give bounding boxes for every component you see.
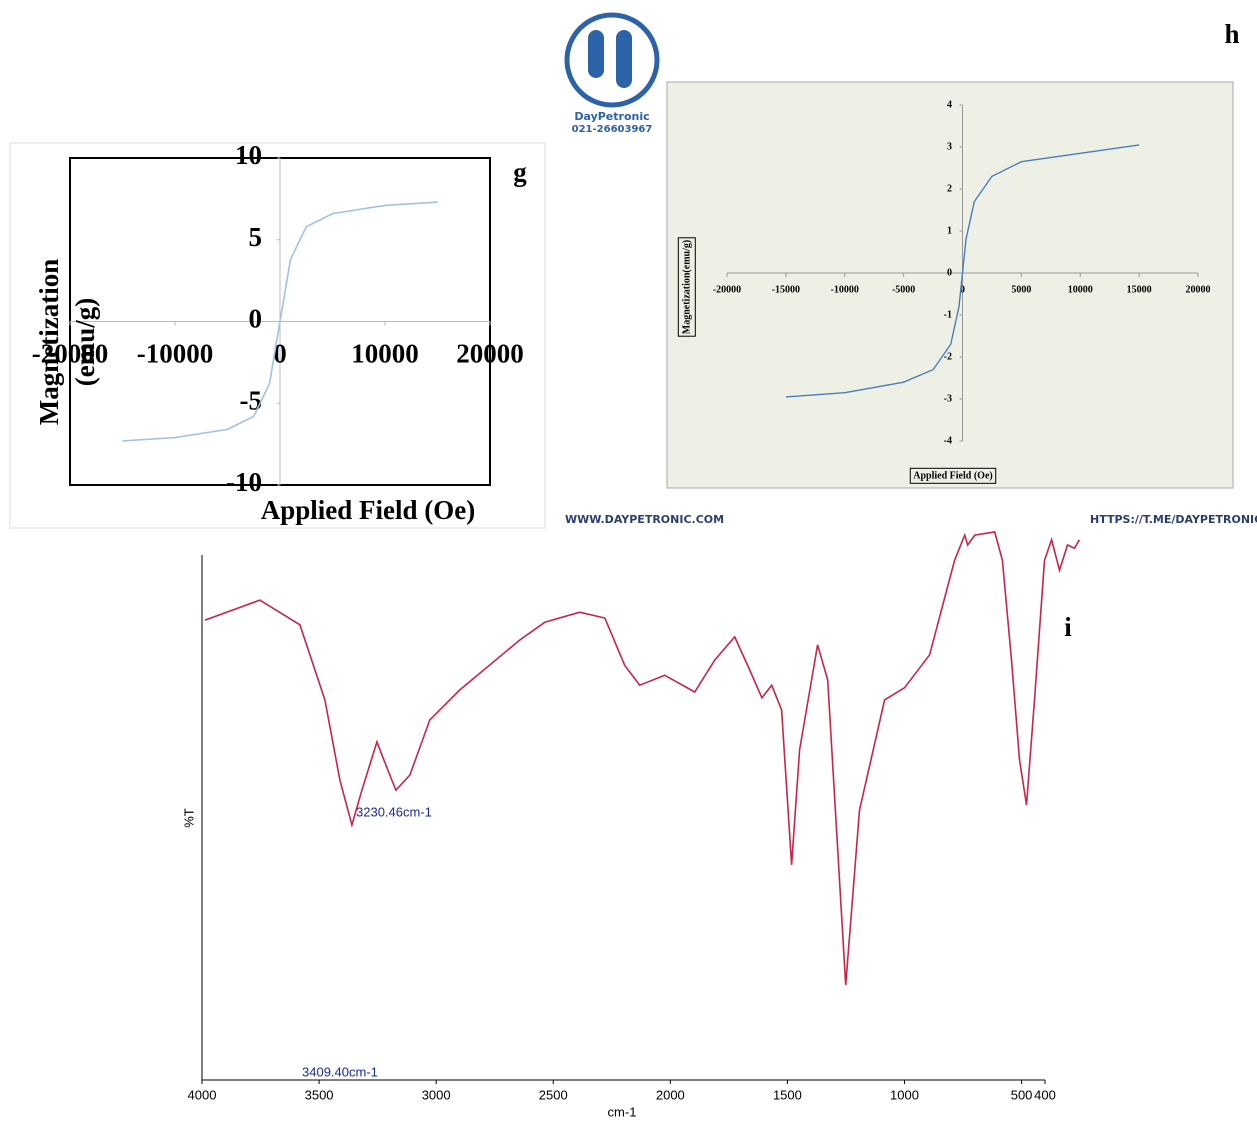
panel-label: g — [513, 157, 527, 187]
watermark-telegram: HTTPS://T.ME/DAYPETRONIC — [1090, 513, 1257, 526]
x-tick-label: -5000 — [892, 284, 915, 295]
logo — [564, 12, 660, 108]
annotation: 3230.46cm-1 — [356, 804, 432, 819]
x-tick-label: 1000 — [890, 1087, 919, 1102]
y-tick-label: 3 — [947, 141, 952, 152]
data-line — [204, 530, 1081, 986]
x-tick-label: 4000 — [188, 1087, 217, 1102]
y-tick-label: -3 — [944, 393, 952, 404]
y-tick-label: 10 — [235, 140, 262, 170]
x-tick-label: -15000 — [772, 284, 800, 295]
data-line — [122, 201, 438, 442]
y-tick-label: 5 — [249, 222, 263, 252]
label-box — [909, 467, 997, 484]
x-tick-label: 20000 — [456, 339, 524, 369]
watermark-site: WWW.DAYPETRONIC.COM — [565, 513, 724, 526]
x-axis-label: Applied Field (Oe) — [913, 470, 992, 481]
x-tick-label: -20000 — [32, 339, 109, 369]
panel-frame — [666, 81, 1234, 489]
y-axis-label: %T — [181, 808, 196, 828]
y-tick-label: -4 — [944, 435, 952, 446]
x-tick-label: 3500 — [305, 1087, 334, 1102]
watermark-phone: 021-26603967 — [572, 124, 653, 135]
x-tick-label: 5000 — [1011, 284, 1031, 295]
label-box — [677, 237, 696, 337]
y-tick-label: 4 — [947, 99, 952, 110]
panel-frame — [9, 142, 546, 529]
x-tick-label: -10000 — [831, 284, 859, 295]
x-axis-label: Applied Field (Oe) — [261, 495, 476, 525]
y-tick-label: -2 — [944, 351, 952, 362]
annotation: 3409.40cm-1 — [302, 1064, 378, 1079]
x-tick-label: 10000 — [351, 339, 419, 369]
x-tick-label: 0 — [960, 284, 965, 295]
x-tick-label: 2000 — [656, 1087, 685, 1102]
x-tick-label: 500 — [1011, 1087, 1033, 1102]
watermark-name: DayPetronic — [574, 110, 649, 123]
y-tick-label: 2 — [947, 183, 952, 194]
logo — [588, 30, 604, 78]
x-tick-label: 400 — [1034, 1087, 1056, 1102]
x-tick-label: 3000 — [422, 1087, 451, 1102]
x-tick-label: 0 — [273, 339, 287, 369]
y-axis-label: (emu/g) — [70, 298, 100, 386]
y-tick-label: 0 — [947, 267, 952, 278]
y-tick-label: 1 — [947, 225, 952, 236]
logo — [616, 30, 632, 88]
x-tick-label: 2500 — [539, 1087, 568, 1102]
data-line — [785, 144, 1140, 398]
x-tick-label: 20000 — [1186, 284, 1211, 295]
panel-label: h — [1224, 19, 1239, 49]
y-tick-label: -10 — [226, 467, 262, 497]
y-tick-label: -1 — [944, 309, 952, 320]
x-tick-label: -10000 — [137, 339, 214, 369]
y-axis-label: Magnetization — [34, 259, 64, 425]
panel-label: i — [1064, 612, 1072, 642]
x-tick-label: -20000 — [713, 284, 741, 295]
y-tick-label: 0 — [249, 304, 263, 334]
y-axis-label: Magnetization(emu/g) — [681, 240, 692, 334]
x-tick-label: 10000 — [1068, 284, 1093, 295]
x-axis-label: cm-1 — [608, 1104, 637, 1119]
x-tick-label: 1500 — [773, 1087, 802, 1102]
x-tick-label: 15000 — [1127, 284, 1152, 295]
y-tick-label: -5 — [240, 385, 263, 415]
